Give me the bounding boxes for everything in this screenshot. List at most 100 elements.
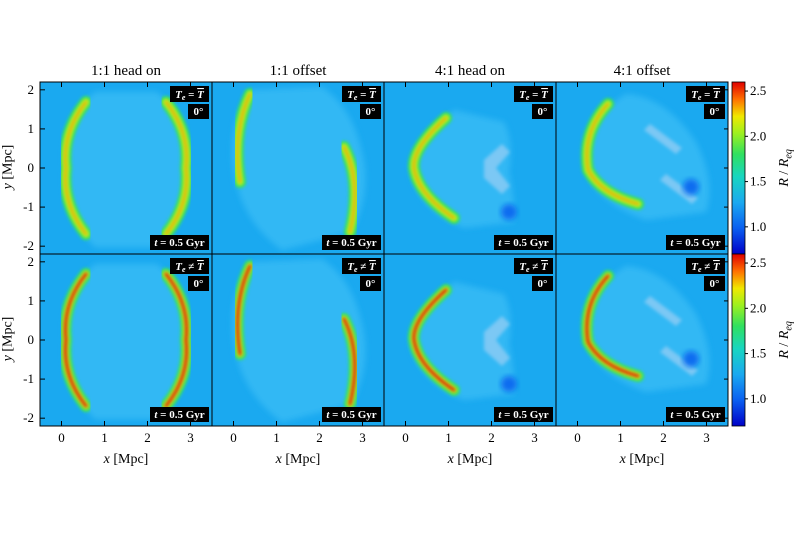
colorbar-tick-label: 1.0 [750, 391, 766, 406]
x-tick-label: 0 [230, 430, 237, 445]
angle-label: 0° [532, 104, 553, 119]
svg-text:t = 0.5 Gyr: t = 0.5 Gyr [670, 237, 720, 249]
panel-r0-c3: Te = T 0° t = 0.5 Gyr [555, 81, 729, 255]
colorbar-tick-label: 2.0 [750, 300, 766, 315]
cluster-body [64, 92, 188, 247]
time-label: t = 0.5 Gyr [150, 407, 209, 422]
x-axis-label: x [Mpc] [275, 452, 321, 467]
svg-text:Te ≠ T: Te ≠ T [347, 261, 377, 274]
x-tick-label: 3 [187, 430, 194, 445]
svg-text:t = 0.5 Gyr: t = 0.5 Gyr [154, 409, 204, 421]
time-label: t = 0.5 Gyr [494, 235, 553, 250]
temperature-label: Te = T [342, 86, 381, 102]
time-label: t = 0.5 Gyr [322, 407, 381, 422]
y-tick-label: -1 [23, 199, 34, 214]
y-tick-label: 2 [28, 82, 35, 97]
svg-text:Te = T: Te = T [691, 89, 721, 102]
y-tick-label: 1 [28, 293, 35, 308]
time-label: t = 0.5 Gyr [150, 235, 209, 250]
colorbar-r0: 2.5 2.0 1.5 1.0 [731, 81, 766, 255]
panel-r1-c3: Te ≠ T 0° t = 0.5 Gyr [555, 253, 729, 427]
angle-label: 0° [188, 276, 209, 291]
shock-front-core [343, 146, 356, 233]
temperature-label: Te = T [686, 86, 725, 102]
x-axis-label: x [Mpc] [103, 452, 149, 467]
x-tick-label: 3 [359, 430, 366, 445]
shock-front-core [236, 93, 251, 183]
colorbar-layer: 2.5 2.0 1.5 1.0 2.5 2.0 1.5 1.0 [731, 81, 766, 427]
shock-front-core [585, 274, 640, 378]
angle-label: 0° [704, 276, 725, 291]
x-tick-label: 1 [617, 430, 624, 445]
panel-title: 4:1 offset [613, 63, 671, 79]
y-tick-label: 1 [28, 121, 35, 136]
shock-front-core [63, 272, 88, 408]
colorbar-r1: 2.5 2.0 1.5 1.0 [731, 253, 766, 427]
y-tick-label: 0 [28, 332, 35, 347]
x-tick-label: 2 [488, 430, 495, 445]
svg-text:t = 0.5 Gyr: t = 0.5 Gyr [498, 409, 548, 421]
svg-text:t = 0.5 Gyr: t = 0.5 Gyr [498, 237, 548, 249]
colorbar-tick-label: 2.5 [750, 83, 766, 98]
x-axis-label: x [Mpc] [447, 452, 493, 467]
colorbar-tick-label: 2.5 [750, 255, 766, 270]
svg-text:Te ≠ T: Te ≠ T [175, 261, 205, 274]
angle-label: 0° [360, 104, 381, 119]
time-label: t = 0.5 Gyr [666, 235, 725, 250]
x-tick-label: 2 [144, 430, 151, 445]
y-tick-label: 2 [28, 254, 35, 269]
svg-text:t = 0.5 Gyr: t = 0.5 Gyr [326, 409, 376, 421]
x-tick-label: 3 [531, 430, 538, 445]
low-ratio-spot [683, 179, 699, 195]
temperature-label: Te ≠ T [342, 258, 381, 274]
x-tick-label: 0 [574, 430, 581, 445]
panel-title: 4:1 head on [435, 63, 505, 79]
panel-r1-c2: Te ≠ T 0° t = 0.5 Gyr [383, 253, 557, 427]
shock-front-core [585, 103, 639, 205]
colorbar-tick-label: 2.0 [750, 128, 766, 143]
cold-feature [644, 296, 698, 376]
panel-title: 1:1 head on [91, 63, 161, 79]
svg-text:0°: 0° [194, 106, 204, 118]
svg-text:t = 0.5 Gyr: t = 0.5 Gyr [670, 409, 720, 421]
colorbar-tick-label: 1.5 [750, 174, 766, 189]
shock-front-core [165, 101, 188, 235]
angle-label: 0° [704, 104, 725, 119]
y-axis-label: y [Mpc] [0, 144, 16, 190]
svg-text:0°: 0° [366, 278, 376, 290]
x-tick-label: 3 [703, 430, 710, 445]
panel-r1-c1: Te ≠ T 0° t = 0.5 Gyr [211, 253, 385, 427]
panel-r1-c0: Te ≠ T 0° t = 0.5 Gyr [39, 253, 213, 427]
shock-front-core [412, 117, 455, 219]
y-tick-label: -1 [23, 371, 34, 386]
svg-text:t = 0.5 Gyr: t = 0.5 Gyr [326, 237, 376, 249]
low-ratio-spot [683, 351, 699, 367]
x-tick-label: 1 [273, 430, 280, 445]
time-label: t = 0.5 Gyr [494, 407, 553, 422]
temperature-label: Te = T [170, 86, 209, 102]
low-ratio-spot [501, 204, 517, 220]
colorbar-label: R / Req [776, 321, 795, 359]
shock-front-core [164, 272, 189, 408]
x-tick-label: 2 [316, 430, 323, 445]
cluster-body [64, 264, 188, 419]
svg-text:0°: 0° [710, 106, 720, 118]
x-axis-label: x [Mpc] [619, 452, 665, 467]
panel-r0-c1: Te = T 0° t = 0.5 Gyr [211, 81, 385, 255]
svg-text:Te ≠ T: Te ≠ T [691, 261, 721, 274]
angle-label: 0° [188, 104, 209, 119]
temperature-label: Te ≠ T [514, 258, 553, 274]
panel-r0-c2: Te = T 0° t = 0.5 Gyr [383, 81, 557, 255]
y-axis-label: y [Mpc] [0, 316, 16, 362]
colorbar-tick-label: 1.0 [750, 219, 766, 234]
temperature-label: Te = T [514, 86, 553, 102]
panel-title: 1:1 offset [269, 63, 327, 79]
y-tick-label: 0 [28, 160, 35, 175]
shock-front-core [342, 317, 357, 406]
angle-label: 0° [532, 276, 553, 291]
svg-text:0°: 0° [710, 278, 720, 290]
x-tick-label: 0 [58, 430, 65, 445]
